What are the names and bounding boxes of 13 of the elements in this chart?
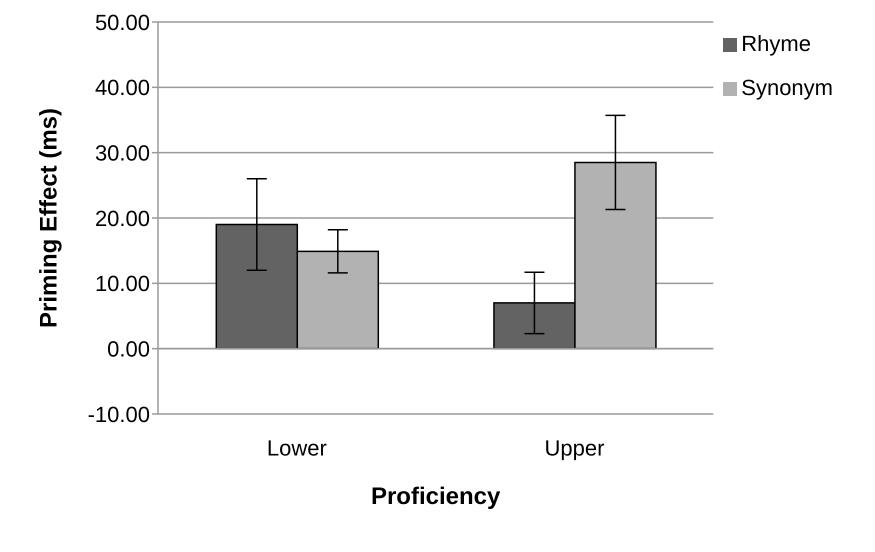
x-tick-label: Upper bbox=[544, 436, 604, 461]
y-tick-label: 10.00 bbox=[94, 271, 150, 296]
x-axis-title: Proficiency bbox=[370, 483, 501, 510]
y-tick-label: -10.00 bbox=[88, 402, 150, 427]
y-tick-label: 40.00 bbox=[94, 75, 150, 100]
x-tick-label: Lower bbox=[266, 436, 327, 461]
legend-label: Rhyme bbox=[741, 31, 811, 56]
y-axis-title: Priming Effect (ms) bbox=[36, 108, 63, 328]
y-tick-label: 0.00 bbox=[107, 336, 150, 362]
y-tick-label: 20.00 bbox=[94, 206, 150, 231]
y-tick-label: 50.00 bbox=[94, 10, 150, 35]
y-tick-label: 30.00 bbox=[94, 140, 150, 166]
legend-label: Synonym bbox=[741, 75, 833, 100]
